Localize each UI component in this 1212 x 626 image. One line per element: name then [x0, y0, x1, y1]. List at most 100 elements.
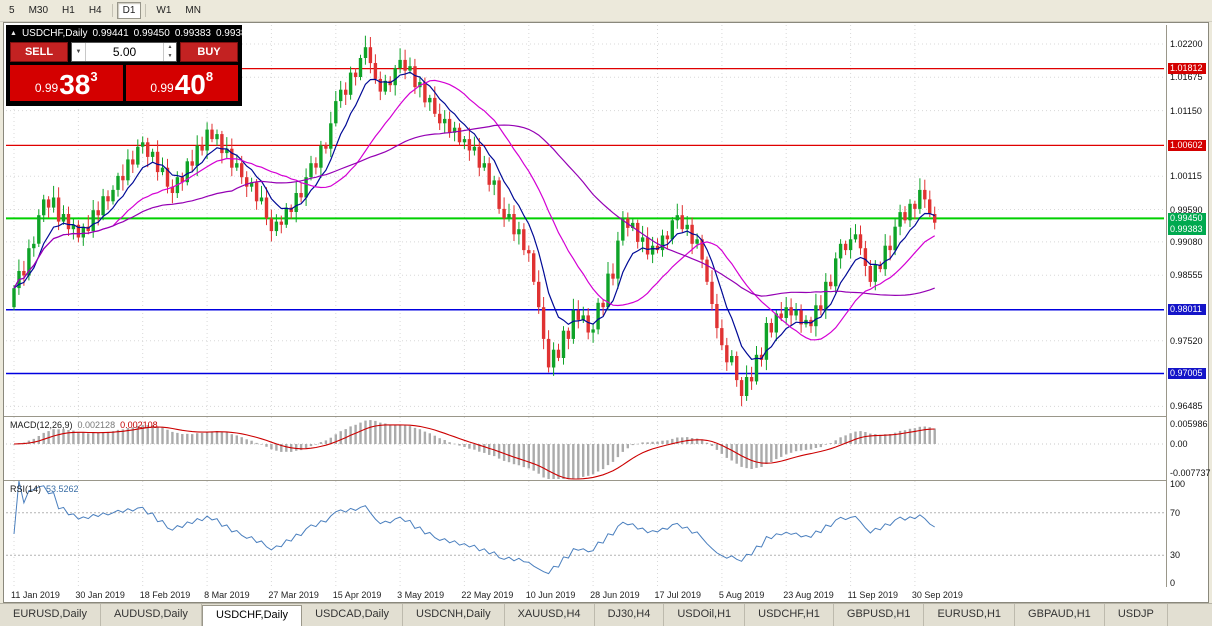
x-axis-date: 11 Jan 2019 [11, 590, 60, 600]
toolbar-separator [111, 4, 113, 17]
rsi-value: 53.5262 [46, 484, 79, 494]
ask-pips: 40 [174, 69, 206, 100]
tab-dj30-h4[interactable]: DJ30,H4 [594, 604, 665, 626]
tab-audusd-daily[interactable]: AUDUSD,Daily [100, 604, 202, 626]
timeframe-h4[interactable]: H4 [88, 5, 102, 16]
timeframe-w1[interactable]: W1 [156, 5, 172, 16]
volume-field[interactable]: ▼ 5.00 ▲ ▼ [71, 42, 177, 62]
ma-line-0 [13, 71, 935, 360]
macd-axis-label: -0.007737 [1170, 468, 1211, 478]
macd-signal-value: 0.002108 [120, 420, 158, 430]
chart-tab-bar: EURUSD,Daily AUDUSD,Daily USDCHF,Daily USDC… [0, 603, 1212, 626]
horizontal-price-lines [6, 67, 1164, 375]
sell-button[interactable]: SELL [10, 42, 68, 62]
price-axis[interactable]: 1.02200 1.01675 1.01150 1.00115 0.99590 0.990… [1166, 25, 1211, 588]
buy-button[interactable]: BUY [180, 42, 238, 62]
x-axis-date: 5 Aug 2019 [718, 590, 765, 600]
ma-line-1 [13, 79, 936, 341]
volume-down-icon[interactable]: ▼ [167, 53, 173, 59]
bar-low-value: 0.99383 [174, 28, 211, 39]
price-axis-label: 0.96485 [1170, 401, 1203, 412]
timeframe-m30[interactable]: M30 [28, 5, 49, 16]
price-axis-label: 0.99590 [1170, 204, 1203, 215]
candlestick-chart[interactable] [6, 25, 1164, 587]
chart-symbol-label: USDCHF,Daily [21, 28, 88, 39]
ask-prefix: 0.99 [150, 81, 174, 95]
rsi-axis-label: 0 [1170, 578, 1176, 588]
collapse-panel-icon[interactable]: ▲ [10, 30, 17, 37]
price-line-label: 1.00602 [1168, 139, 1206, 151]
bar-open-value: 0.99441 [92, 28, 129, 39]
tab-usdcnh-daily[interactable]: USDCNH,Daily [403, 604, 505, 626]
tab-usdchf-h1[interactable]: USDCHF,H1 [745, 604, 834, 626]
price-line-label: 0.97005 [1168, 368, 1206, 379]
price-axis-label: 0.97520 [1170, 335, 1203, 346]
rsi-axis-label: 100 [1170, 479, 1186, 489]
tab-usdjp[interactable]: USDJP [1104, 604, 1168, 626]
x-axis-date: 30 Sep 2019 [911, 590, 963, 600]
x-axis-date: 8 Mar 2019 [204, 590, 250, 600]
ask-point: 8 [205, 69, 214, 84]
price-axis-label: 0.98555 [1170, 270, 1203, 281]
bar-close-value: 0.99383 [215, 28, 253, 39]
timeframe-h1[interactable]: H1 [62, 5, 75, 16]
bid-point: 3 [90, 69, 98, 84]
tab-usdchf-daily[interactable]: USDCHF,Daily [201, 605, 303, 626]
tab-gbpusd-h1[interactable]: GBPUSD,H1 [833, 604, 925, 626]
timeframe-5[interactable]: 5 [9, 5, 15, 16]
price-axis-label: 1.00115 [1170, 171, 1202, 182]
x-axis-date: 10 Jun 2019 [525, 590, 576, 600]
macd-axis-label: 0.00 [1170, 439, 1188, 449]
bid-pips: 38 [59, 69, 91, 100]
bid-price-panel[interactable]: 0.99 38 3 [10, 65, 123, 101]
price-axis-label: 1.01675 [1170, 72, 1203, 83]
price-axis-label: 0.99080 [1170, 236, 1203, 247]
x-axis-date: 28 Jun 2019 [590, 590, 640, 600]
rsi-axis-label: 70 [1170, 507, 1181, 518]
price-line-label: 1.01812 [1168, 63, 1206, 75]
tab-eurusd-daily[interactable]: EURUSD,Daily [0, 604, 101, 626]
x-axis-date: 22 May 2019 [461, 590, 514, 600]
x-axis-date: 30 Jan 2019 [75, 590, 125, 600]
volume-input[interactable]: 5.00 [112, 45, 137, 59]
date-axis[interactable]: 11 Jan 2019 30 Jan 2019 18 Feb 2019 8 Mar 2… [6, 589, 1164, 603]
x-axis-date: 27 Mar 2019 [268, 590, 319, 600]
tab-gbpaud-h1[interactable]: GBPAUD,H1 [1015, 604, 1105, 626]
x-axis-date: 11 Sep 2019 [847, 590, 898, 600]
macd-panel-separator[interactable] [4, 416, 1208, 417]
volume-up-icon[interactable]: ▲ [167, 44, 173, 50]
one-click-trading-panel: ▲ USDCHF,Daily 0.99441 0.99450 0.99383 0… [6, 25, 252, 106]
macd-main-value: 0.002128 [77, 420, 116, 430]
ask-price-panel[interactable]: 0.99 40 8 [125, 65, 238, 101]
volume-dropdown-icon[interactable]: ▼ [72, 43, 86, 61]
x-axis-date: 3 May 2019 [397, 590, 445, 600]
main-chart[interactable]: ▲ USDCHF,Daily 0.99441 0.99450 0.99383 0… [6, 25, 1164, 587]
macd-panel [6, 420, 1164, 480]
macd-indicator-label: MACD(12,26,9) 0.002128 0.002108 [10, 420, 158, 430]
macd-axis-label: 0.005986 [1170, 419, 1208, 429]
x-axis-date: 18 Feb 2019 [139, 590, 191, 600]
timeframe-mn[interactable]: MN [185, 5, 201, 16]
price-line-label: 0.99450 [1168, 212, 1206, 224]
tab-usdoil-h1[interactable]: USDOil,H1 [664, 604, 746, 626]
price-axis-label: 1.01150 [1170, 105, 1202, 116]
timeframe-d1[interactable]: D1 [116, 2, 142, 19]
chart-window: ▲ USDCHF,Daily 0.99441 0.99450 0.99383 0… [3, 22, 1211, 603]
tab-xauusd-h4[interactable]: XAUUSD,H4 [504, 604, 595, 626]
tab-eurusd-h1[interactable]: EURUSD,H1 [924, 604, 1016, 626]
rsi-axis-label: 30 [1170, 550, 1181, 561]
price-line-label: 0.98011 [1168, 304, 1206, 316]
bid-prefix: 0.99 [34, 81, 59, 95]
timeframe-toolbar: 5 M30 H1 H4 D1 W1 MN [0, 0, 1212, 22]
x-axis-date: 17 Jul 2019 [654, 590, 702, 600]
x-axis-date: 15 Apr 2019 [332, 590, 382, 600]
chart-title-bar: ▲ USDCHF,Daily 0.99441 0.99450 0.99383 0… [10, 27, 252, 42]
bar-high-value: 0.99450 [133, 28, 170, 39]
rsi-line [13, 480, 935, 575]
rsi-panel-separator[interactable] [4, 480, 1208, 481]
grid-lines [6, 25, 1164, 587]
rsi-panel [6, 480, 1164, 575]
price-axis-label: 1.02200 [1170, 39, 1203, 49]
x-axis-date: 23 Aug 2019 [783, 590, 834, 600]
tab-usdcad-daily[interactable]: USDCAD,Daily [302, 604, 404, 626]
